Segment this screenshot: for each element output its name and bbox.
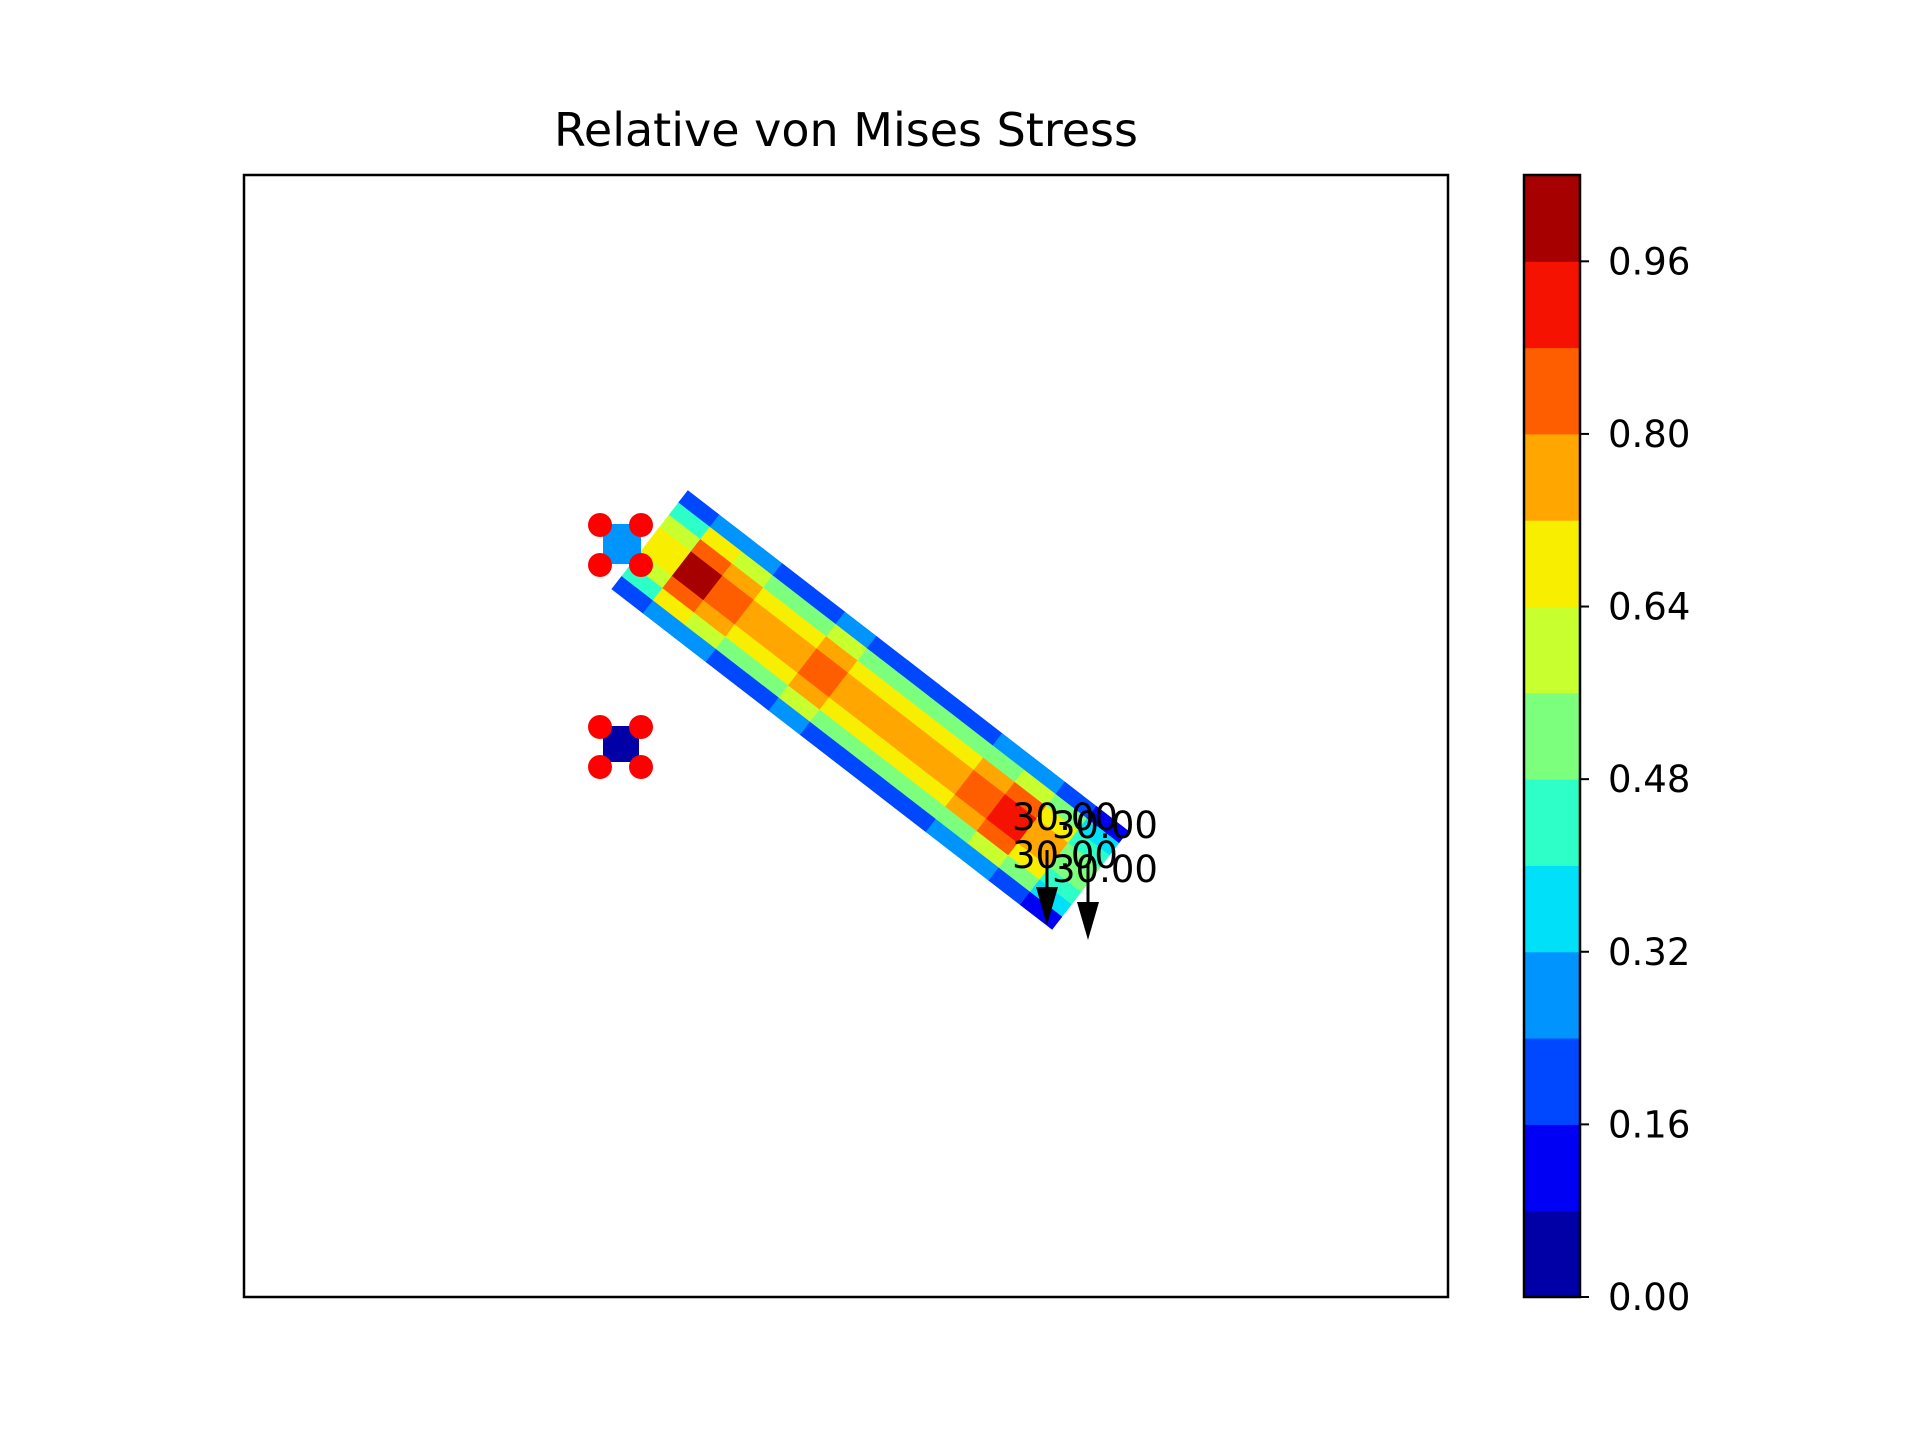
colorbar-tick-label: 0.00 <box>1608 1276 1690 1319</box>
colorbar-band <box>1524 175 1580 262</box>
colorbar-band <box>1524 692 1580 780</box>
colorbar-tick-label: 0.80 <box>1608 413 1690 456</box>
load-arrow-head <box>1077 902 1099 940</box>
support-marker <box>629 513 653 537</box>
support-marker <box>588 553 612 577</box>
colorbar-tick-label: 0.48 <box>1608 758 1690 801</box>
support-marker <box>629 755 653 779</box>
colorbar-band <box>1524 347 1580 435</box>
load-label: 30.00 <box>1012 834 1118 877</box>
colorbar-band <box>1524 865 1580 953</box>
support-marker <box>588 755 612 779</box>
colorbar: 0.00 0.16 0.32 0.48 0.64 0.80 0.96 <box>1522 173 1690 1319</box>
support-marker <box>588 715 612 739</box>
colorbar-band <box>1524 261 1580 349</box>
chart-title: Relative von Mises Stress <box>554 103 1138 157</box>
colorbar-tick-label: 0.32 <box>1608 931 1690 974</box>
load-label: 30.00 <box>1052 848 1158 891</box>
colorbar-band <box>1524 606 1580 694</box>
colorbar-frame <box>1522 173 1582 1299</box>
colorbar-band <box>1524 1210 1580 1298</box>
colorbar-band <box>1524 779 1580 866</box>
colorbar-tick-label: 0.96 <box>1608 240 1690 283</box>
colorbar-tick-label: 0.16 <box>1608 1103 1690 1146</box>
colorbar-tick-label: 0.64 <box>1608 586 1690 629</box>
support-marker <box>588 513 612 537</box>
colorbar-band <box>1524 951 1580 1039</box>
plot-frame <box>242 173 1450 1299</box>
load-label: 30.00 <box>1012 796 1118 839</box>
support-marker <box>629 715 653 739</box>
colorbar-band <box>1524 520 1580 608</box>
colorbar-band <box>1524 1038 1580 1125</box>
support-markers <box>588 513 653 779</box>
colorbar-band <box>1524 433 1580 521</box>
support-marker <box>629 553 653 577</box>
load-label: 30.00 <box>1052 804 1158 847</box>
colorbar-band <box>1524 1124 1580 1212</box>
load-arrow-head <box>1036 887 1058 925</box>
